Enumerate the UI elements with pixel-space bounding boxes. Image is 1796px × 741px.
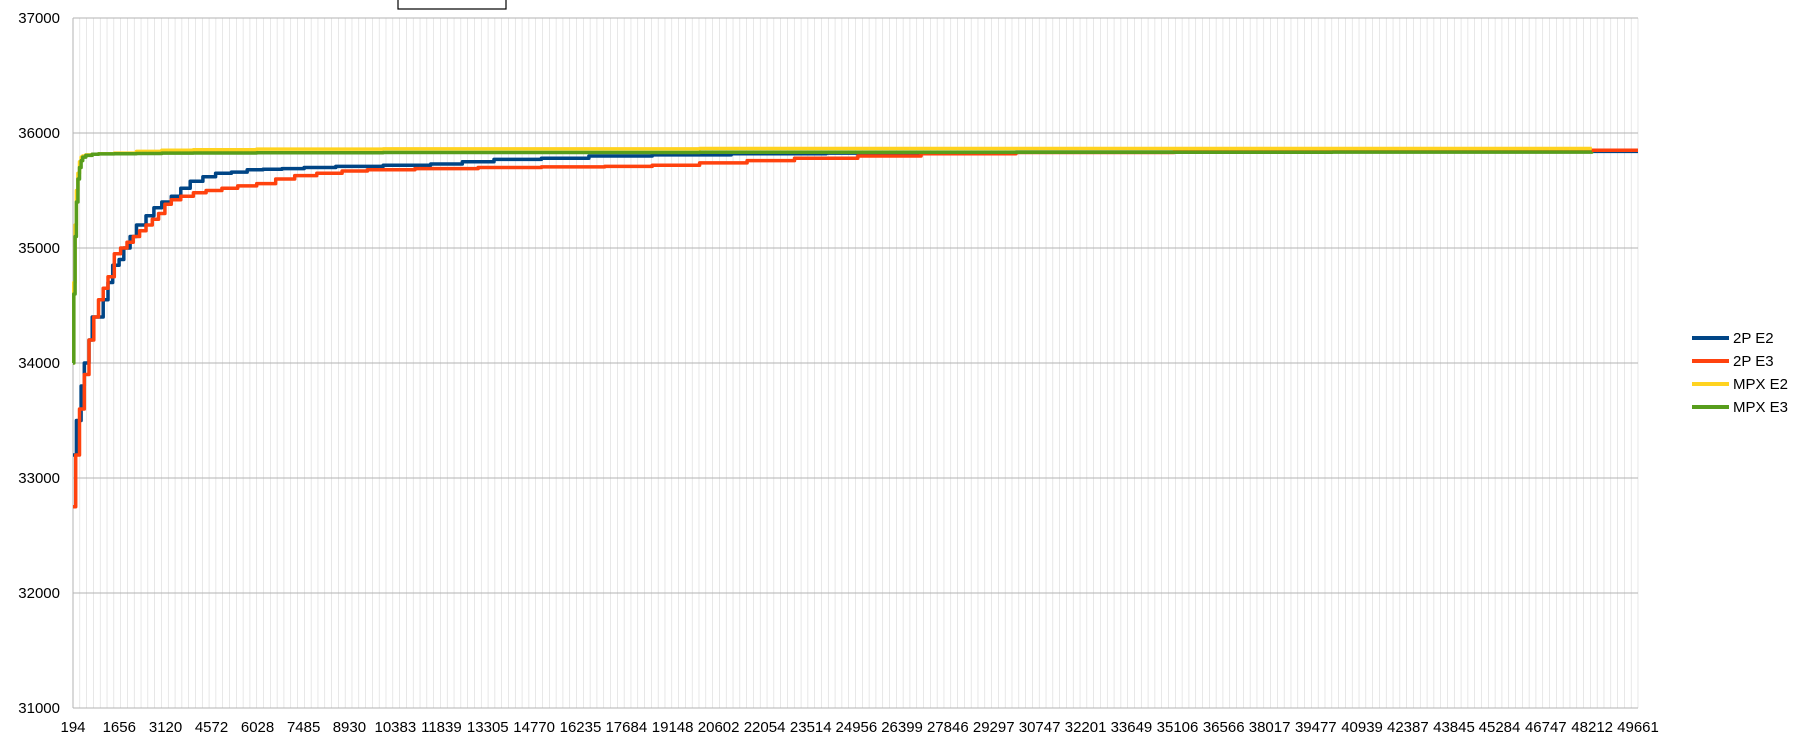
x-tick-label: 36566 [1203,719,1245,736]
x-tick-label: 40939 [1341,719,1383,736]
x-tick-label: 42387 [1387,719,1429,736]
legend-label: 2P E2 [1733,330,1774,347]
series-line [73,149,1638,457]
x-tick-label: 27846 [927,719,969,736]
y-tick-label: 32000 [18,585,60,602]
x-tick-label: 13305 [467,719,509,736]
x-tick-label: 46747 [1525,719,1567,736]
y-tick-label: 37000 [18,10,60,27]
x-tick-label: 38017 [1249,719,1291,736]
x-tick-label: 14770 [513,719,555,736]
major-gridlines [72,17,1638,709]
x-tick-label: 3120 [149,719,182,736]
x-tick-label: 23514 [790,719,832,736]
x-tick-label: 30747 [1019,719,1061,736]
x-tick-label: 6028 [241,719,274,736]
series-line [73,148,1638,509]
y-tick-label: 36000 [18,125,60,142]
x-tick-label: 24956 [836,719,878,736]
x-tick-label: 39477 [1295,719,1337,736]
y-tick-label: 35000 [18,240,60,257]
x-tick-label: 1656 [103,719,136,736]
series-lines [72,146,1638,509]
y-axis-tick-labels: 31000 32000 33000 34000 35000 36000 37000 [18,10,60,717]
x-tick-label: 48212 [1571,719,1613,736]
x-axis-tick-labels: 194 1656 3120 4572 6028 7485 8930 10383 11839 133… [60,719,1658,736]
x-tick-label: 29297 [973,719,1015,736]
x-tick-label: 22054 [744,719,786,736]
y-tick-label: 33000 [18,470,60,487]
legend-label: MPX E2 [1733,376,1788,393]
legend: 2P E2 2P E3 MPX E2 MPX E3 [1692,330,1788,416]
x-tick-label: 194 [60,719,85,736]
x-tick-label: 45284 [1479,719,1521,736]
x-tick-label: 35106 [1157,719,1199,736]
x-tick-label: 32201 [1065,719,1107,736]
x-tick-label: 19148 [652,719,694,736]
y-tick-label: 34000 [18,355,60,372]
legend-label: 2P E3 [1733,353,1774,370]
x-tick-label: 4572 [195,719,228,736]
stray-frame-mark [397,0,507,10]
x-tick-label: 16235 [560,719,602,736]
y-tick-label: 31000 [18,700,60,717]
legend-label: MPX E3 [1733,399,1788,416]
x-tick-label: 7485 [287,719,320,736]
x-tick-label: 49661 [1617,719,1659,736]
x-tick-label: 11839 [421,719,462,736]
x-tick-label: 8930 [333,719,366,736]
x-tick-label: 26399 [881,719,923,736]
x-tick-label: 10383 [374,719,416,736]
series-line [72,150,1594,365]
x-tick-label: 17684 [605,719,647,736]
x-tick-label: 33649 [1111,719,1153,736]
x-tick-label: 20602 [698,719,740,736]
x-tick-label: 43845 [1433,719,1475,736]
